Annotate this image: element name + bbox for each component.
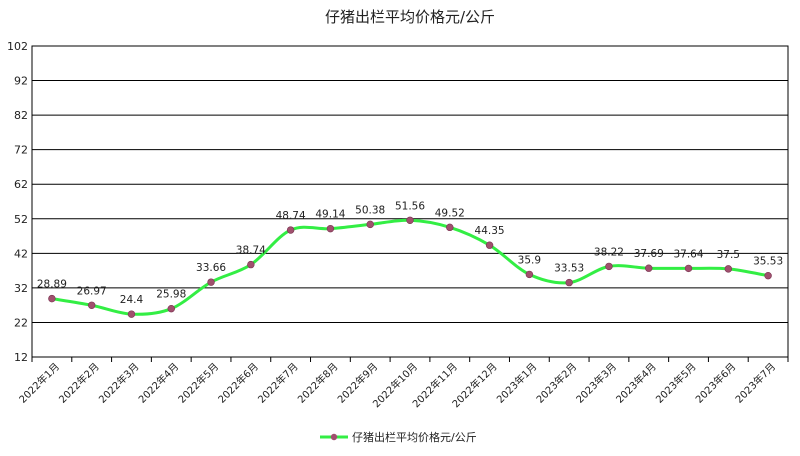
data-label: 26.97 [77,285,107,297]
data-point [446,223,454,232]
data-label: 33.66 [196,262,226,274]
y-tick-label: 52 [14,213,28,226]
data-point [684,264,693,273]
data-point [247,260,255,269]
data-label: 38.74 [236,245,266,257]
data-label: 24.4 [120,294,144,306]
x-tick-label: 2023年6月 [693,360,739,406]
data-label: 25.98 [156,289,186,301]
data-point [48,294,56,303]
x-tick-label: 2022年3月 [96,360,142,406]
data-point [565,278,573,287]
data-point [406,216,414,224]
data-label: 33.53 [554,263,584,275]
data-label: 28.89 [37,279,67,291]
data-point [286,226,295,234]
data-label: 37.69 [634,248,664,260]
x-tick-label: 2022年7月 [255,360,301,406]
x-tick-label: 2023年5月 [653,360,699,406]
x-tick-label: 2023年2月 [533,360,579,406]
y-tick-label: 92 [14,75,28,88]
x-tick-label: 2023年4月 [613,360,659,406]
data-point [645,264,653,272]
data-labels: 28.89 26.97 24.4 25.98 33.66 38.74 48.74 49.14 5… [37,200,783,306]
x-tick-label: 2023年3月 [573,360,619,406]
data-label: 48.74 [276,210,306,222]
data-points [48,216,772,318]
x-tick-label: 2022年4月 [136,360,182,406]
data-point [167,304,175,313]
plot-frame [31,45,789,358]
x-tick-label: 2023年1月 [494,360,540,406]
x-tick-label: 2022年5月 [175,360,221,406]
data-point [127,310,136,318]
legend-marker-swatch [330,433,338,441]
data-label: 37.5 [717,249,740,261]
data-label: 37.64 [673,248,703,260]
data-label: 35.9 [518,254,541,266]
x-axis: 2022年1月2022年2月2022年3月2022年4月2022年5月2022年… [16,357,789,410]
data-label: 49.52 [435,207,465,219]
data-label: 44.35 [475,225,505,237]
data-label: 35.53 [753,256,783,268]
chart-title: 仔猪出栏平均价格元/公斤 [325,8,495,26]
data-point [764,271,772,280]
y-tick-label: 72 [14,144,28,157]
y-tick-label: 42 [14,247,28,260]
x-tick-label: 2022年6月 [215,360,261,406]
data-point [724,265,733,273]
data-label: 49.14 [315,209,345,221]
x-tick-label: 2022年1月 [16,360,62,406]
y-tick-label: 22 [14,316,28,329]
x-tick-label: 2023年7月 [732,360,778,406]
y-tick-label: 12 [14,351,28,364]
data-point [326,224,335,233]
y-tick-label: 32 [14,282,28,295]
data-point [366,220,374,229]
data-label: 38.22 [594,246,624,258]
data-point [605,262,613,271]
x-tick-label: 2022年8月 [295,360,341,406]
data-point [87,301,96,309]
legend: 仔猪出栏平均价格元/公斤 [320,430,477,444]
data-point [485,241,494,249]
y-tick-label: 102 [7,40,28,53]
y-tick-label: 82 [14,109,28,122]
y-tick-label: 62 [14,178,28,191]
y-axis: 12 22 32 42 52 62 72 82 92 102 [7,40,28,364]
x-tick-label: 2022年2月 [56,360,102,406]
data-label: 51.56 [395,200,425,212]
data-label: 50.38 [355,204,385,216]
legend-label: 仔猪出栏平均价格元/公斤 [352,430,477,444]
data-point [525,270,534,279]
data-point [207,278,215,286]
